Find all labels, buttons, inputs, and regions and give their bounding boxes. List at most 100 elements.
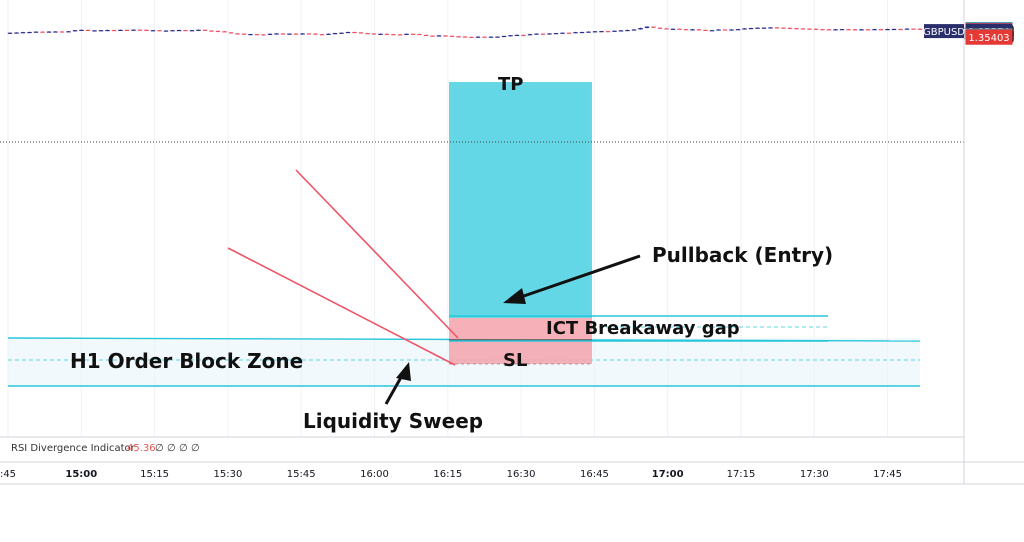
candle-body bbox=[703, 29, 708, 31]
candle-body bbox=[157, 30, 162, 32]
candle-body bbox=[891, 28, 897, 31]
candle-body bbox=[150, 30, 156, 32]
indicator-extra-4: ∅ bbox=[191, 443, 200, 454]
candle-body bbox=[46, 31, 52, 33]
tp-label: TP bbox=[498, 74, 523, 95]
candle-body bbox=[612, 30, 617, 32]
candle-body bbox=[365, 33, 370, 35]
candle-body bbox=[768, 27, 773, 29]
candle-body bbox=[865, 29, 871, 31]
candle-body bbox=[904, 28, 910, 30]
candle-body bbox=[410, 33, 416, 35]
candle-body bbox=[813, 28, 819, 30]
time-tick-label: 17:30 bbox=[800, 469, 829, 480]
candle-body bbox=[92, 30, 97, 32]
candle-body bbox=[495, 36, 500, 38]
time-tick-label: 17:00 bbox=[652, 469, 684, 480]
candle-body bbox=[261, 34, 266, 36]
candle-body bbox=[436, 35, 442, 37]
candle-body bbox=[183, 29, 188, 32]
candle-body bbox=[222, 31, 227, 33]
candle-body bbox=[898, 28, 903, 31]
candle-body bbox=[352, 31, 357, 34]
candle-body bbox=[27, 31, 32, 34]
candle-body bbox=[144, 29, 149, 31]
candle-body bbox=[228, 32, 234, 34]
candle-body bbox=[14, 32, 19, 34]
ict-breakaway-label: ICT Breakaway gap bbox=[546, 318, 740, 339]
candle-body bbox=[456, 36, 461, 38]
candle-body bbox=[384, 33, 390, 35]
indicator-name: RSI Divergence Indicator bbox=[11, 443, 136, 454]
candle-body bbox=[124, 29, 130, 31]
candle-body bbox=[534, 33, 539, 35]
candle-body bbox=[85, 29, 91, 31]
candle-body bbox=[787, 27, 793, 30]
symbol-badge-label: GBPUSD bbox=[923, 27, 965, 38]
time-tick-label: 17:15 bbox=[727, 469, 756, 480]
candle-body bbox=[826, 29, 832, 31]
candle-body bbox=[859, 29, 864, 31]
symbol-badge bbox=[924, 24, 964, 39]
candle-body bbox=[7, 32, 13, 34]
candle-body bbox=[911, 28, 916, 30]
candle-body bbox=[345, 31, 351, 34]
time-tick-label: :45 bbox=[0, 469, 16, 480]
candle-body bbox=[469, 36, 474, 39]
candle-body bbox=[625, 29, 630, 32]
time-axis[interactable]: :45 15:00 15:15 15:30 15:45 16:00 16:15 16:30 16… bbox=[0, 469, 902, 480]
sl-label: SL bbox=[503, 350, 527, 371]
candle-body bbox=[111, 29, 117, 32]
candle-body bbox=[709, 30, 715, 32]
time-tick-label: 15:00 bbox=[65, 469, 97, 480]
candle-body bbox=[651, 26, 656, 28]
candle-body bbox=[820, 29, 825, 31]
candle-body bbox=[631, 29, 637, 31]
position-tool[interactable] bbox=[449, 82, 828, 365]
candle-body bbox=[878, 29, 884, 31]
candle-body bbox=[339, 32, 344, 34]
candle-body bbox=[40, 31, 45, 33]
indicator-extra-1: ∅ bbox=[155, 443, 164, 454]
candle-body bbox=[677, 28, 682, 30]
candle-body bbox=[215, 30, 221, 33]
candle-body bbox=[72, 30, 78, 32]
candle-body bbox=[579, 31, 585, 34]
candle-body bbox=[358, 32, 364, 34]
time-tick-label: 16:00 bbox=[360, 469, 389, 480]
candle-body bbox=[163, 30, 169, 32]
candle-body bbox=[599, 31, 604, 33]
candle-body bbox=[378, 33, 383, 35]
candle-body bbox=[605, 31, 611, 33]
candle-body bbox=[202, 29, 208, 31]
candle-body bbox=[547, 33, 552, 35]
candle-body bbox=[566, 32, 572, 34]
candle-body bbox=[189, 30, 195, 32]
candle-body bbox=[839, 29, 845, 31]
time-tick-label: 15:45 bbox=[287, 469, 316, 480]
candle-body bbox=[852, 29, 858, 31]
candle-body bbox=[482, 36, 487, 38]
candle-body bbox=[735, 29, 741, 31]
candle-body bbox=[488, 36, 494, 38]
candle-body bbox=[397, 34, 403, 36]
candle-body bbox=[274, 33, 279, 35]
rsi-indicator-legend[interactable]: RSI Divergence Indicator 45.36 ∅ ∅ ∅ ∅ bbox=[11, 443, 200, 454]
candle-body bbox=[794, 28, 799, 30]
candle-body bbox=[79, 29, 84, 31]
candle-body bbox=[170, 30, 175, 32]
candle-body bbox=[371, 33, 377, 35]
candle-body bbox=[670, 28, 676, 30]
candle-body bbox=[573, 32, 578, 34]
order-block-label: H1 Order Block Zone bbox=[70, 349, 303, 373]
candle-body bbox=[527, 34, 533, 36]
time-tick-label: 17:45 bbox=[873, 469, 902, 480]
candle-body bbox=[690, 29, 695, 31]
candle-body bbox=[306, 33, 312, 35]
candle-body bbox=[917, 28, 923, 30]
candle-body bbox=[508, 35, 513, 37]
candle-body bbox=[638, 28, 643, 30]
candle-body bbox=[391, 34, 396, 36]
candle-body bbox=[254, 34, 260, 36]
